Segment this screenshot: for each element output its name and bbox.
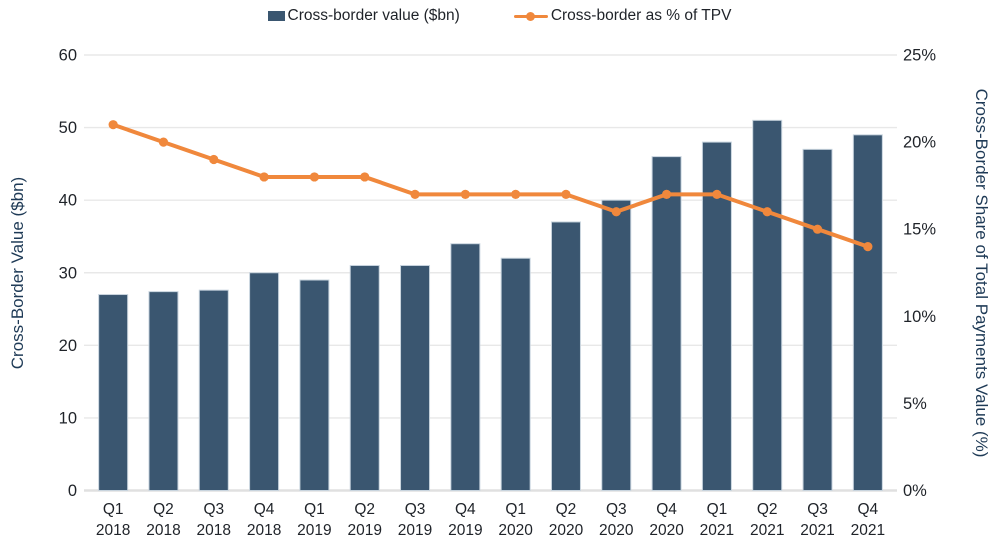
bar-q4-2021 xyxy=(852,134,883,491)
line-point-q1-2018 xyxy=(108,120,118,130)
line-point-q2-2018 xyxy=(158,137,169,147)
right-axis-tick-label: 15% xyxy=(903,221,936,239)
x-tick-quarter: Q3 xyxy=(203,501,224,518)
x-tick-quarter: Q4 xyxy=(656,501,677,518)
bar-q3-2020 xyxy=(601,199,632,492)
bar-q1-2020 xyxy=(500,257,531,491)
x-tick-quarter: Q2 xyxy=(757,501,778,518)
line-point-q3-2018 xyxy=(209,154,219,165)
bar-q3-2021 xyxy=(802,148,833,491)
legend-item-line-series: Cross-border as % of TPV xyxy=(513,7,732,25)
x-tick-quarter: Q4 xyxy=(254,501,275,518)
x-tick-quarter: Q4 xyxy=(858,501,879,518)
legend-label-bar-series: Cross-border value ($bn) xyxy=(287,7,460,24)
x-tick-year: 2019 xyxy=(448,522,482,539)
x-tick-year: 2018 xyxy=(247,522,281,539)
x-tick-quarter: Q3 xyxy=(405,501,426,518)
legend-item-bar-series: Cross-border value ($bn) xyxy=(267,7,460,25)
bar-series-swatch-icon xyxy=(267,11,285,21)
line-point-q2-2020 xyxy=(561,189,571,199)
x-tick-year: 2021 xyxy=(700,522,734,539)
line-point-q3-2021 xyxy=(812,224,823,234)
line-point-q1-2019 xyxy=(309,172,320,182)
x-tick-year: 2020 xyxy=(599,522,634,539)
x-tick-year: 2018 xyxy=(146,522,180,539)
x-tick-year: 2021 xyxy=(800,522,834,539)
line-point-q4-2020 xyxy=(661,189,672,199)
left-axis-tick-label: 0 xyxy=(68,482,77,500)
right-axis-tick-label: 5% xyxy=(903,395,927,413)
right-axis-tick-label: 0% xyxy=(903,482,927,500)
x-tick-year: 2021 xyxy=(750,522,784,539)
line-point-q3-2019 xyxy=(410,189,420,199)
x-tick-quarter: Q3 xyxy=(807,501,828,518)
right-axis-tick-label: 20% xyxy=(903,134,936,152)
x-tick-year: 2019 xyxy=(398,522,432,539)
x-tick-quarter: Q1 xyxy=(707,501,728,518)
bar-q4-2018 xyxy=(249,272,280,491)
line-series-marker-icon xyxy=(513,10,548,22)
left-axis-tick-label: 10 xyxy=(59,409,77,427)
x-tick-quarter: Q1 xyxy=(103,501,124,518)
line-point-q4-2018 xyxy=(259,172,269,182)
right-axis-title: Cross-Border Share of Total Payments Val… xyxy=(972,89,991,458)
x-tick-quarter: Q4 xyxy=(455,501,476,518)
x-tick-quarter: Q3 xyxy=(606,501,627,518)
legend: Cross-border value ($bn) Cross-border as… xyxy=(0,7,999,25)
line-point-q2-2021 xyxy=(762,207,772,217)
x-tick-quarter: Q1 xyxy=(304,501,325,518)
bar-q1-2021 xyxy=(701,141,732,491)
bar-q4-2020 xyxy=(651,156,682,491)
line-point-q4-2021 xyxy=(863,242,873,252)
line-point-q4-2019 xyxy=(460,189,470,199)
x-tick-quarter: Q2 xyxy=(153,501,174,518)
bar-q2-2018 xyxy=(148,291,179,491)
left-axis-tick-label: 40 xyxy=(59,192,77,210)
bar-q3-2019 xyxy=(400,264,431,491)
bar-q1-2018 xyxy=(98,294,129,491)
left-axis-tick-label: 50 xyxy=(59,119,77,137)
x-tick-year: 2021 xyxy=(851,522,885,539)
line-point-q1-2020 xyxy=(511,189,521,199)
line-point-q1-2021 xyxy=(712,189,722,199)
line-point-q3-2020 xyxy=(611,207,621,217)
right-axis-tick-label: 10% xyxy=(903,308,936,326)
x-tick-year: 2018 xyxy=(96,522,130,539)
line-point-q2-2019 xyxy=(360,172,370,182)
x-tick-year: 2020 xyxy=(649,522,684,539)
x-tick-quarter: Q2 xyxy=(354,501,375,518)
legend-label-line-series: Cross-border as % of TPV xyxy=(550,7,732,24)
bar-q3-2018 xyxy=(198,289,229,492)
x-tick-year: 2020 xyxy=(498,522,533,539)
x-tick-year: 2019 xyxy=(297,522,331,539)
right-axis-tick-label: 25% xyxy=(903,47,936,65)
x-tick-quarter: Q2 xyxy=(556,501,577,518)
x-tick-year: 2018 xyxy=(197,522,231,539)
bar-q4-2019 xyxy=(450,243,481,491)
bar-q2-2020 xyxy=(550,221,581,491)
tpv-share-line xyxy=(111,122,870,249)
x-tick-year: 2019 xyxy=(347,522,381,539)
left-axis-tick-label: 60 xyxy=(59,47,77,65)
left-axis-title: Cross-Border Value ($bn) xyxy=(8,177,27,369)
x-tick-quarter: Q1 xyxy=(505,501,526,518)
line-marker-dot xyxy=(525,11,535,21)
left-axis-tick-label: 20 xyxy=(59,337,77,355)
left-axis-tick-label: 30 xyxy=(59,264,77,282)
bar-q1-2019 xyxy=(299,279,330,491)
x-tick-year: 2020 xyxy=(549,522,584,539)
bar-q2-2021 xyxy=(752,119,783,491)
bar-q2-2019 xyxy=(349,264,380,491)
